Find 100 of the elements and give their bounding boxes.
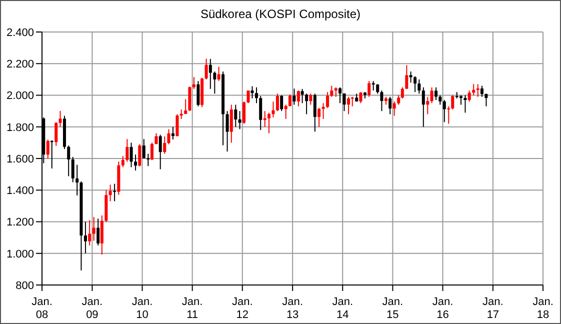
candlestick bbox=[96, 218, 100, 246]
candlestick bbox=[67, 145, 70, 177]
candlestick bbox=[208, 58, 212, 90]
candlestick bbox=[254, 86, 258, 104]
candlestick bbox=[326, 92, 330, 108]
x-tick-label: Jan. 11 bbox=[182, 296, 203, 321]
candlestick bbox=[217, 66, 220, 82]
x-tick-label: Jan. 13 bbox=[282, 296, 303, 321]
candlestick bbox=[134, 154, 138, 172]
candlestick bbox=[150, 142, 154, 161]
candlestick bbox=[46, 139, 50, 159]
x-tick-label: Jan. 10 bbox=[132, 296, 153, 321]
candlestick bbox=[296, 90, 300, 107]
candlestick bbox=[242, 101, 246, 124]
candlestick bbox=[430, 86, 434, 104]
x-tick-label: Jan. 14 bbox=[332, 296, 354, 321]
y-tick-label: 1.800 bbox=[6, 122, 34, 134]
candlestick bbox=[176, 114, 179, 137]
candlestick bbox=[459, 94, 462, 106]
candlestick bbox=[263, 110, 266, 128]
candlestick bbox=[484, 93, 488, 107]
candlestick bbox=[276, 93, 279, 112]
candlestick bbox=[418, 78, 421, 94]
candlestick bbox=[188, 86, 192, 112]
chart-title: Südkorea (KOSPI Composite) bbox=[199, 7, 362, 21]
candlestick bbox=[246, 90, 250, 104]
candlestick bbox=[234, 104, 238, 128]
x-tick-label: Jan. 09 bbox=[82, 296, 103, 321]
candlestick bbox=[347, 96, 350, 115]
candlestick bbox=[238, 110, 242, 130]
candlestick bbox=[434, 86, 438, 100]
candlestick bbox=[480, 85, 484, 98]
candlestick bbox=[464, 94, 467, 114]
y-tick-label: 2.400 bbox=[6, 26, 34, 39]
candlestick bbox=[305, 93, 308, 115]
candlestick bbox=[388, 96, 392, 115]
candlestick bbox=[422, 86, 425, 128]
x-tick-label: Jan. 15 bbox=[382, 296, 404, 321]
candlestick bbox=[138, 144, 142, 167]
candlestick bbox=[146, 153, 150, 167]
candlestick bbox=[350, 96, 354, 107]
candlestick bbox=[330, 85, 334, 98]
candlestick bbox=[392, 101, 396, 116]
x-tick-label: Jan. 12 bbox=[232, 296, 253, 321]
candlestick bbox=[368, 80, 371, 98]
candlestick bbox=[476, 84, 480, 98]
candlestick bbox=[226, 110, 229, 152]
candlestick bbox=[400, 86, 404, 99]
candlestick bbox=[318, 107, 321, 128]
candlestick bbox=[100, 214, 104, 256]
candlestick bbox=[180, 108, 183, 120]
x-tick-label: Jan. 18 bbox=[532, 296, 554, 321]
candlestick bbox=[88, 220, 92, 246]
candlestick bbox=[163, 136, 166, 154]
candlestick bbox=[121, 156, 124, 168]
y-tick-label: 1.400 bbox=[6, 185, 34, 198]
candlestick bbox=[426, 96, 430, 115]
candlestick bbox=[442, 99, 446, 123]
candlestick bbox=[468, 90, 471, 102]
y-tick-label: 2.200 bbox=[6, 58, 34, 71]
candlestick bbox=[171, 126, 174, 140]
y-tick-label: 2.000 bbox=[6, 90, 34, 102]
candlestick bbox=[322, 102, 325, 120]
candlestick bbox=[108, 184, 112, 202]
candlestick bbox=[267, 112, 270, 134]
candlestick bbox=[230, 104, 233, 144]
candlestick bbox=[288, 94, 292, 107]
candlestick bbox=[405, 64, 408, 90]
candlestick bbox=[342, 92, 346, 112]
candlestick bbox=[447, 106, 450, 124]
candlestick bbox=[58, 110, 62, 128]
candlestick bbox=[142, 138, 146, 159]
candlestick bbox=[213, 71, 216, 94]
candlestick bbox=[54, 122, 58, 146]
candlestick bbox=[309, 93, 312, 106]
candlestick bbox=[376, 84, 380, 94]
candlestick bbox=[154, 132, 158, 145]
candlestick bbox=[250, 86, 254, 99]
y-tick-label: 1.600 bbox=[6, 153, 34, 166]
candlestick bbox=[196, 80, 200, 107]
candlestick bbox=[359, 92, 362, 104]
candlestick bbox=[130, 142, 133, 168]
candlestick bbox=[71, 156, 74, 183]
y-tick-label: 1.200 bbox=[6, 216, 34, 229]
candlestick bbox=[272, 101, 275, 118]
x-tick-label: Jan. 17 bbox=[482, 296, 504, 321]
y-tick-label: 800 bbox=[16, 280, 34, 292]
candlestick bbox=[438, 94, 442, 106]
candlestick bbox=[409, 71, 412, 84]
candlestick bbox=[300, 88, 304, 104]
candlestick bbox=[451, 94, 454, 110]
candlestick bbox=[397, 94, 400, 106]
candlestick bbox=[338, 86, 342, 104]
candlestick bbox=[313, 93, 316, 132]
candlestick bbox=[167, 128, 170, 145]
candlestick bbox=[92, 216, 96, 242]
candlestick bbox=[158, 134, 162, 170]
x-tick-label: Jan. 08 bbox=[32, 296, 52, 321]
candlestick bbox=[259, 96, 262, 131]
candlestick bbox=[414, 76, 417, 93]
